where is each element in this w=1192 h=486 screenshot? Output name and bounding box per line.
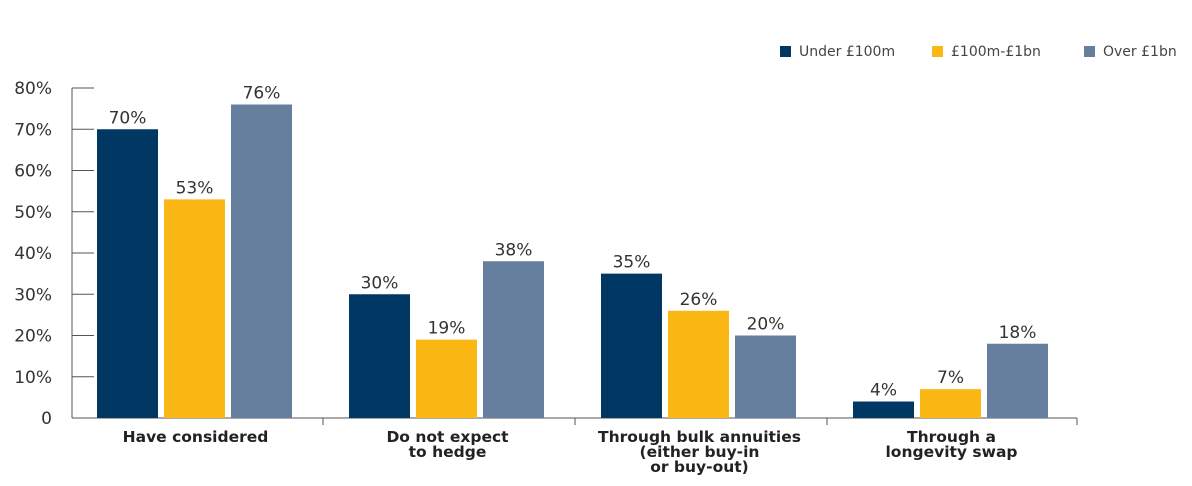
- data-label: 4%: [870, 381, 897, 401]
- legend-item: £100m-£1bn: [932, 44, 1041, 60]
- y-tick-label: 30%: [14, 285, 52, 305]
- bar: [97, 129, 158, 418]
- data-label: 18%: [999, 323, 1037, 343]
- legend-swatch: [1084, 46, 1095, 57]
- y-tick-label: 60%: [14, 162, 52, 182]
- data-label: 38%: [495, 240, 533, 260]
- y-tick-label: 70%: [14, 120, 52, 140]
- legend: Under £100m £100m-£1bn Over £1bn: [780, 44, 1177, 60]
- value-labels-group: 70% 30% 35% 4% 53% 19% 26% 7% 76% 38% 20% 18%: [109, 84, 1037, 401]
- bar: [853, 401, 914, 418]
- legend-label: Under £100m: [799, 44, 895, 60]
- data-label: 70%: [109, 108, 147, 128]
- bar: [601, 273, 662, 418]
- bar: [987, 343, 1048, 418]
- bar: [349, 294, 410, 418]
- legend-swatch: [932, 46, 943, 57]
- data-label: 35%: [613, 253, 651, 273]
- x-axis: [72, 417, 1078, 425]
- category-labels-group: Have considered Do not expect to hedge Thro…: [123, 428, 1018, 476]
- legend-item: Over £1bn: [1084, 44, 1177, 60]
- x-category-label: Through a longevity swap: [885, 428, 1017, 461]
- bars-group: [97, 104, 1048, 418]
- data-label: 20%: [747, 315, 785, 335]
- bar: [416, 339, 477, 418]
- bar: [231, 104, 292, 418]
- legend-label: £100m-£1bn: [951, 44, 1041, 60]
- y-tick-label: 80%: [14, 79, 52, 99]
- legend-item: Under £100m: [780, 44, 895, 60]
- data-label: 7%: [937, 368, 964, 388]
- data-label: 19%: [428, 319, 466, 339]
- y-tick-label: 0: [41, 409, 52, 429]
- data-label: 76%: [243, 84, 281, 104]
- bar: [920, 389, 981, 418]
- data-label: 30%: [361, 273, 399, 293]
- bar: [735, 335, 796, 418]
- data-label: 53%: [176, 178, 214, 198]
- legend-swatch: [780, 46, 791, 57]
- y-tick-label: 50%: [14, 203, 52, 223]
- x-category-label: Do not expect to hedge: [386, 428, 509, 461]
- bar: [164, 199, 225, 418]
- y-tick-label: 40%: [14, 244, 52, 264]
- bar: [483, 261, 544, 418]
- y-tick-label: 20%: [14, 327, 52, 347]
- y-axis: 0 10% 20% 30% 40% 50% 60% 70% 80%: [14, 79, 94, 429]
- legend-label: Over £1bn: [1103, 44, 1177, 60]
- data-label: 26%: [680, 290, 718, 310]
- bar: [668, 310, 729, 418]
- y-tick-label: 10%: [14, 368, 52, 388]
- x-category-label: Through bulk annuities (either buy-in or b…: [598, 428, 801, 476]
- x-category-label: Have considered: [123, 428, 269, 446]
